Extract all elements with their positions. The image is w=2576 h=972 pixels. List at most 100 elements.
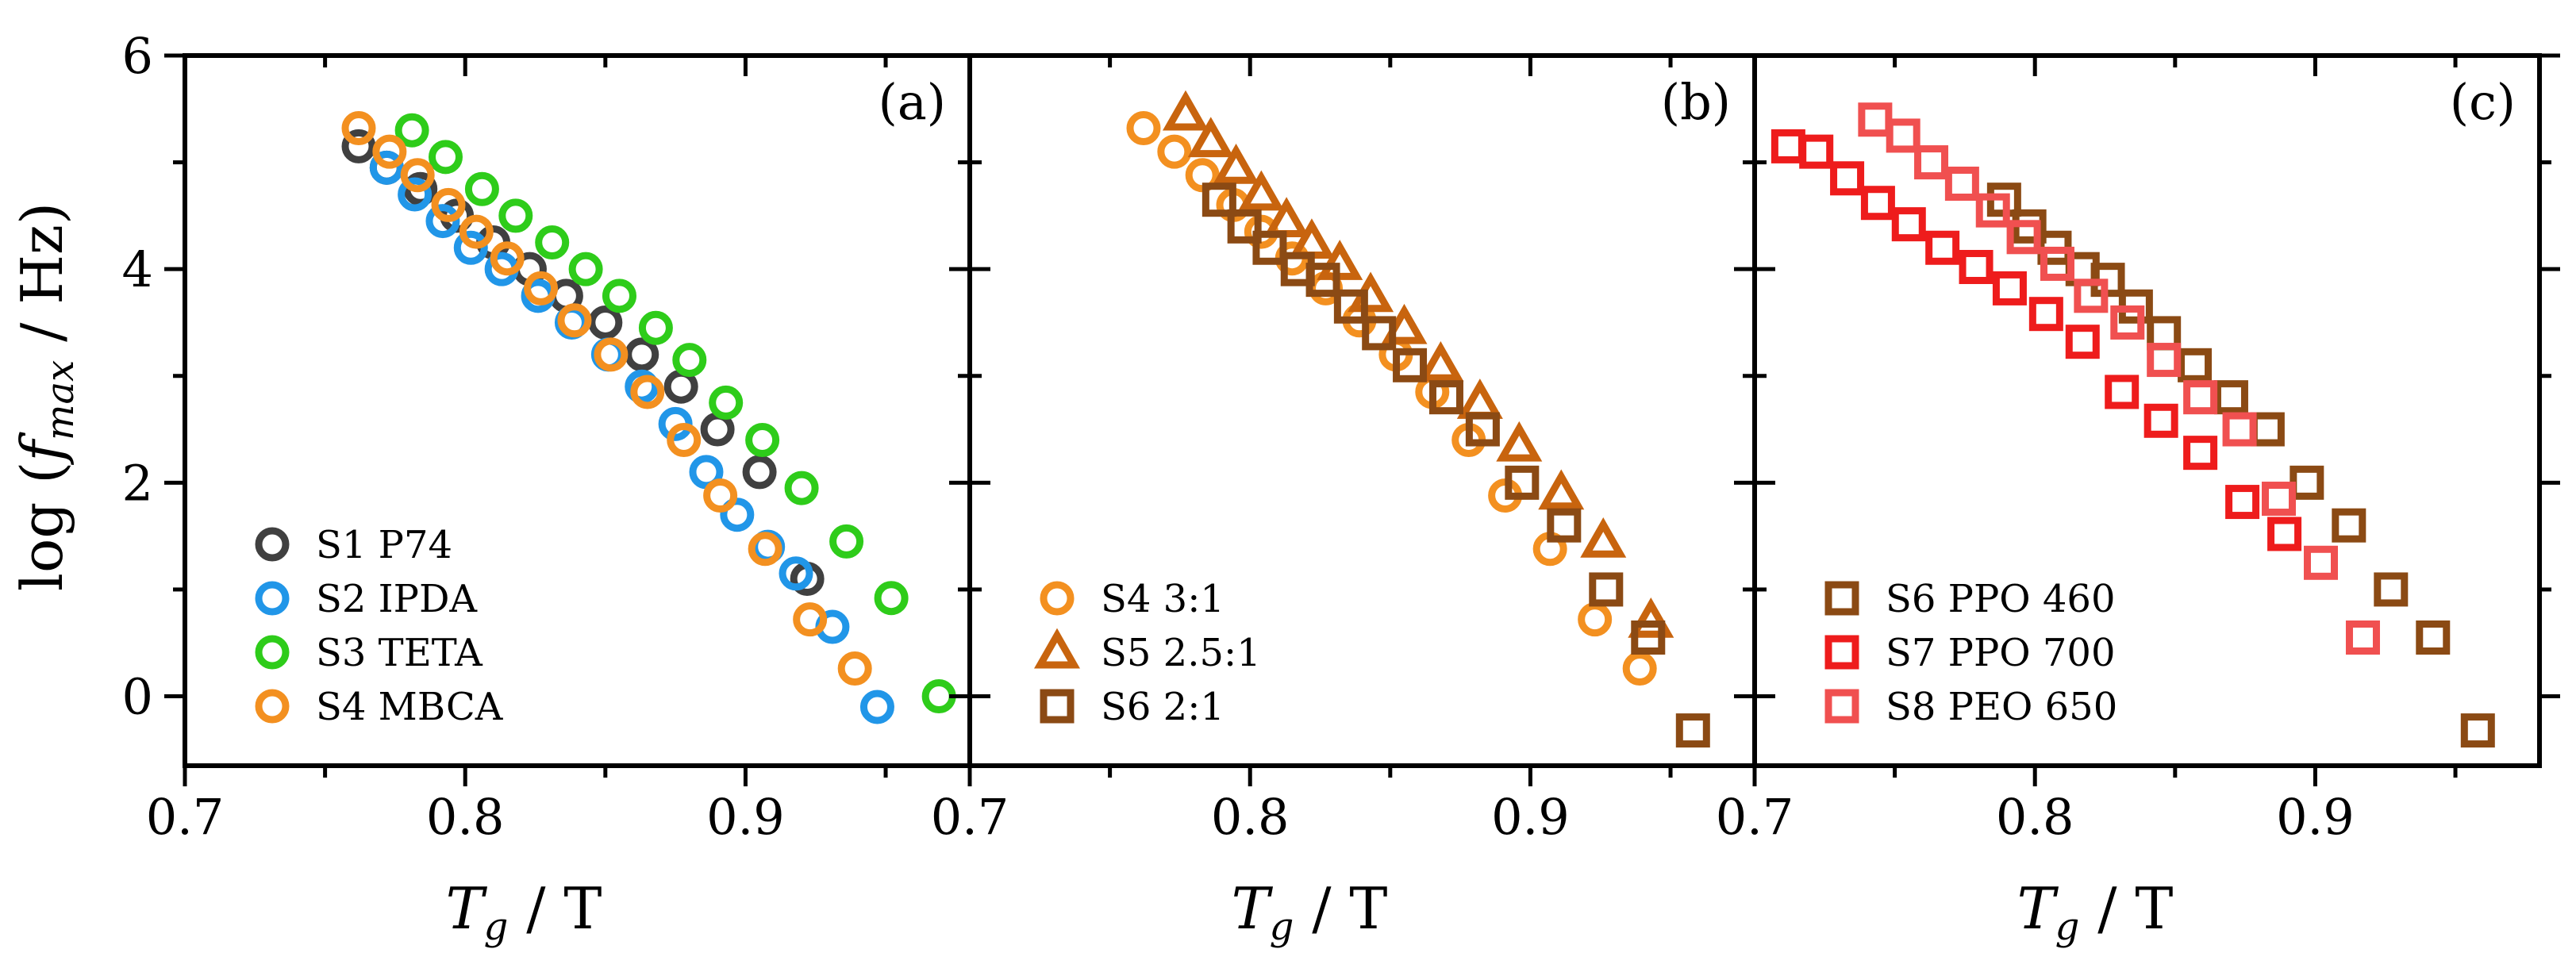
legend-label: S7 PPO 700 — [1886, 631, 2116, 675]
data-point — [1628, 597, 1674, 638]
x-tick-label-c: 0.8 — [1996, 788, 2074, 846]
data-point — [400, 158, 435, 193]
legend-a: S1 P74 S2 IPDA S3 TETA S4 MBCA — [255, 523, 504, 729]
data-point — [742, 455, 777, 490]
legend-label: S4 MBCA — [316, 685, 504, 729]
data-point — [837, 651, 872, 686]
legend-label: S8 PEO 650 — [1886, 685, 2117, 729]
data-point — [2290, 465, 2324, 500]
data-point — [459, 214, 494, 249]
series-b-2 — [1201, 182, 1710, 748]
panel-label-a: (a) — [879, 73, 946, 131]
data-point — [1157, 134, 1192, 169]
data-point — [859, 690, 894, 724]
data-point — [2332, 508, 2366, 543]
data-point — [2178, 348, 2213, 382]
data-point — [2460, 713, 2495, 748]
data-point — [1992, 271, 2027, 305]
legend-label: S5 2.5:1 — [1101, 631, 1261, 675]
data-point — [700, 412, 735, 447]
data-point — [2250, 412, 2285, 447]
data-point — [568, 252, 603, 286]
legend-marker — [1033, 628, 1081, 669]
data-point — [1238, 170, 1285, 211]
legend-label: S4 3:1 — [1101, 577, 1225, 621]
data-point — [709, 385, 744, 420]
plot-frame-c — [1752, 53, 2542, 768]
data-point — [394, 113, 429, 148]
data-point — [341, 111, 376, 146]
data-point — [2267, 517, 2302, 551]
x-axis-title-c: Tg / T — [2017, 875, 2174, 949]
data-point — [524, 271, 559, 305]
series-a-3 — [341, 111, 872, 686]
data-point — [1580, 517, 1627, 558]
legend-marker — [255, 581, 290, 616]
data-point — [1187, 117, 1234, 158]
data-point — [667, 423, 702, 458]
x-axis-title-a: Tg / T — [446, 875, 602, 949]
data-point — [1417, 340, 1464, 382]
data-point — [1333, 289, 1368, 324]
data-point — [490, 241, 525, 276]
legend-label: S6 PPO 460 — [1886, 577, 2116, 621]
data-point — [2006, 220, 2041, 255]
data-point — [1547, 508, 1582, 543]
data-point — [1975, 193, 2010, 228]
data-point — [748, 532, 782, 567]
data-point — [625, 337, 659, 372]
legend-c: S6 PPO 460 S7 PPO 700 S8 PEO 650 — [1824, 577, 2117, 729]
legend-marker — [255, 527, 290, 562]
data-point — [1538, 469, 1585, 510]
data-point — [1162, 90, 1209, 131]
data-point — [588, 305, 623, 340]
data-point — [1362, 316, 1397, 351]
data-point — [2345, 620, 2380, 655]
x-axis-title-b: Tg / T — [1232, 875, 1388, 949]
data-point — [431, 187, 466, 222]
data-point — [874, 581, 909, 616]
data-point — [425, 204, 460, 239]
panel-c: 0.7 0.8 0.9 (c) S6 PPO 460 S7 PPO 700 S8 PEO 6… — [1716, 53, 2560, 846]
data-point — [1622, 651, 1657, 686]
data-point — [428, 140, 463, 175]
legend-marker — [255, 689, 290, 724]
legend-label: S1 P74 — [316, 523, 452, 567]
data-point — [535, 225, 570, 260]
data-point — [630, 375, 665, 409]
data-point — [2110, 305, 2145, 340]
data-point — [689, 455, 724, 490]
data-point — [1305, 263, 1340, 298]
data-point — [1886, 118, 1920, 153]
data-point — [1858, 102, 1893, 137]
data-point — [1201, 182, 1236, 217]
data-point — [372, 134, 407, 169]
data-point — [2416, 620, 2451, 655]
data-point — [1496, 421, 1543, 462]
data-point — [2028, 297, 2063, 332]
y-tick-label-a: 6 — [122, 27, 153, 85]
legend-marker — [1824, 635, 1859, 670]
legend-marker — [255, 635, 290, 670]
data-point — [703, 478, 738, 513]
data-point — [1505, 465, 1540, 500]
data-point — [1578, 602, 1613, 637]
data-point — [1428, 380, 1463, 415]
data-point — [557, 303, 592, 338]
data-point — [2262, 482, 2297, 517]
data-point — [2040, 246, 2074, 281]
data-point — [1799, 134, 1834, 169]
data-point — [2074, 279, 2109, 313]
panel-label-c: (c) — [2450, 73, 2516, 131]
data-point — [793, 602, 828, 637]
data-point — [663, 369, 698, 404]
data-point — [745, 423, 780, 458]
data-point — [1891, 207, 1926, 242]
data-point — [1675, 713, 1710, 748]
data-point — [1914, 145, 1949, 180]
x-tick-label-b: 0.9 — [1491, 788, 1570, 846]
data-point — [2213, 380, 2248, 415]
data-point — [2222, 412, 2257, 447]
y-axis-title: log (fmax / Hz) — [9, 202, 83, 591]
data-point — [720, 498, 755, 532]
